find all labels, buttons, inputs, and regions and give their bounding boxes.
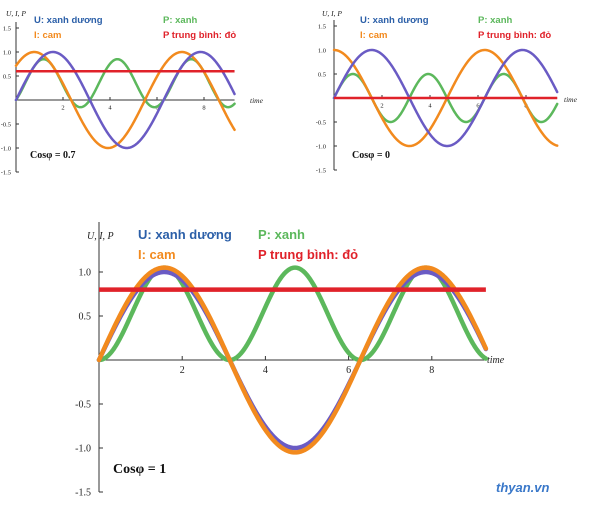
y-axis-title: U, I, P	[322, 9, 342, 18]
y-tick-label: 1.5	[3, 25, 11, 32]
series-u-line	[14, 50, 236, 150]
legend-p: P: xanh	[163, 15, 198, 26]
x-axis-title: time	[250, 96, 264, 105]
x-tick-label: 4	[263, 365, 268, 376]
cos-phi-annotation: Cosφ = 0	[352, 150, 390, 161]
x-tick-label: 2	[380, 103, 383, 110]
y-tick-label: -0.5	[316, 119, 326, 126]
legend-pavg: P trung bình: đỏ	[478, 30, 551, 41]
legend-i: I: cam	[360, 30, 387, 41]
legend-u: U: xanh dương	[34, 15, 103, 26]
y-tick-label: -1.0	[75, 444, 91, 455]
cos-phi-annotation: Cosφ = 1	[113, 462, 166, 477]
watermark-text: thyan.vn	[496, 480, 550, 495]
y-tick-label: 1.0	[3, 49, 11, 56]
x-tick-label: 6	[155, 105, 159, 112]
x-tick-label: 2	[180, 365, 185, 376]
y-tick-label: -1.5	[75, 488, 91, 499]
y-tick-label: 1.0	[318, 47, 326, 54]
x-axis-title: time	[487, 355, 505, 366]
y-tick-label: 1.0	[79, 268, 92, 279]
series-u-line	[332, 48, 559, 148]
y-tick-label: 0.5	[318, 71, 326, 78]
y-tick-label: -0.5	[1, 121, 11, 128]
chart-svg: -1.5 -1.0 -0.5 0.5 1.0 1.5 2 4 6 8 U, I, P time U: x…	[1, 9, 264, 176]
legend-pavg: P trung bình: đỏ	[163, 30, 236, 41]
y-tick-label: -1.0	[316, 143, 326, 150]
legend-pavg: P trung bình: đỏ	[258, 247, 358, 262]
legend-p: P: xanh	[478, 15, 513, 26]
y-tick-label: -1.5	[1, 169, 11, 176]
legend-u: U: xanh dương	[360, 15, 429, 26]
legend-p: P: xanh	[258, 227, 305, 242]
y-axis-title: U, I, P	[6, 9, 26, 18]
y-tick-label: 0.5	[79, 312, 92, 323]
chart-svg: -1.5 -1.0 -0.5 0.5 1.0 2 4 6 8 U, I, P time U: xanh…	[75, 222, 505, 499]
x-tick-label: 4	[108, 105, 112, 112]
chart-cos-0-7: -1.5 -1.0 -0.5 0.5 1.0 1.5 2 4 6 8 U, I, P time U: x…	[0, 0, 290, 185]
x-tick-label: 8	[202, 105, 205, 112]
y-tick-label: 0.5	[3, 73, 11, 80]
y-tick-label: -0.5	[75, 400, 91, 411]
x-tick-label: 4	[428, 103, 432, 110]
x-tick-label: 6	[346, 365, 351, 376]
series-i-line	[14, 50, 236, 150]
series-p-line	[96, 265, 489, 363]
y-tick-label: -1.5	[316, 167, 326, 174]
chart-cos-1: -1.5 -1.0 -0.5 0.5 1.0 2 4 6 8 U, I, P time U: xanh…	[55, 215, 515, 499]
x-tick-label: 2	[61, 105, 64, 112]
y-tick-label: 1.5	[318, 23, 326, 30]
x-axis-title: time	[564, 95, 578, 104]
y-tick-label: -1.0	[1, 145, 11, 152]
legend-i: I: cam	[138, 247, 176, 262]
x-tick-label: 8	[429, 365, 434, 376]
legend-u: U: xanh dương	[138, 227, 232, 242]
x-tick-label: 6	[476, 103, 480, 110]
cos-phi-annotation: Cosφ = 0.7	[30, 150, 76, 161]
legend-i: I: cam	[34, 30, 61, 41]
y-axis-title: U, I, P	[87, 231, 114, 242]
series-u-line	[96, 269, 489, 451]
series-i-line	[96, 265, 489, 455]
